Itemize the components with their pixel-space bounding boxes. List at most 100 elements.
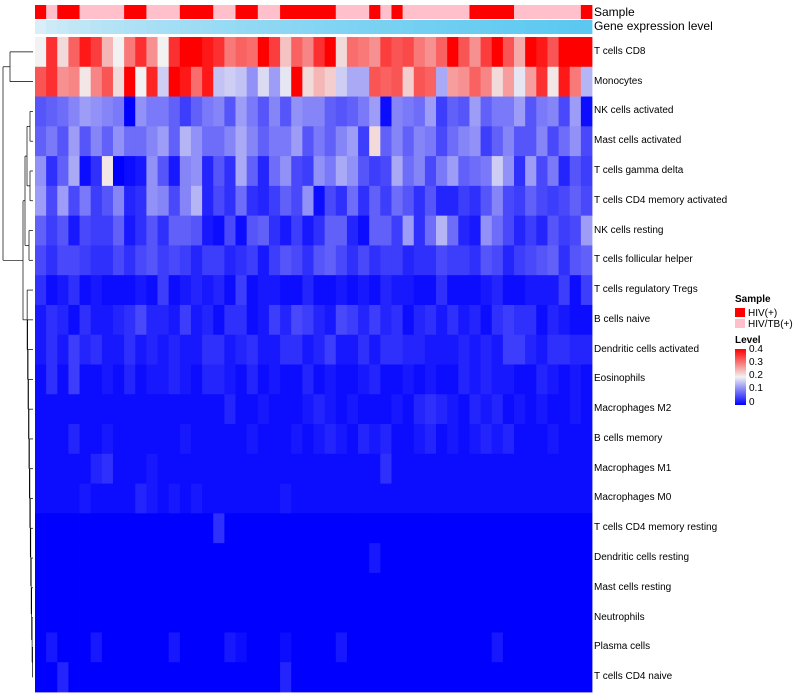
row-label: T cells CD4 memory resting xyxy=(594,522,718,534)
heatmap-cell xyxy=(569,215,582,246)
heatmap-cell xyxy=(213,483,225,514)
heatmap-cell xyxy=(291,215,303,246)
heatmap-cell xyxy=(79,96,92,127)
sample-annotation-cell xyxy=(268,5,281,19)
heatmap-cell xyxy=(402,394,415,425)
heatmap-cell xyxy=(280,245,292,276)
heatmap-cell xyxy=(358,364,370,395)
heatmap-cell xyxy=(302,543,314,574)
heatmap-cell xyxy=(246,394,259,425)
heatmap-cell xyxy=(302,245,314,276)
heatmap-cell xyxy=(246,96,259,127)
heatmap-cell xyxy=(246,156,259,187)
heatmap-cell xyxy=(146,334,158,365)
heatmap-cell xyxy=(280,215,292,246)
heatmap-cell xyxy=(447,96,459,127)
heatmap-cell xyxy=(213,602,225,633)
heatmap-cell xyxy=(46,215,58,246)
heatmap-cell xyxy=(514,424,526,455)
heatmap-cell xyxy=(124,632,136,663)
heatmap-cell xyxy=(480,453,493,484)
heatmap-cell xyxy=(302,572,314,604)
heatmap-cell xyxy=(246,126,259,157)
heatmap-cell xyxy=(502,364,515,395)
heatmap-cell xyxy=(190,453,203,484)
heatmap-cell xyxy=(413,245,426,276)
heatmap-cell xyxy=(413,453,426,484)
heatmap-cell xyxy=(536,156,548,187)
gene-expression-annotation-cell xyxy=(246,20,259,34)
heatmap-cell xyxy=(90,453,103,484)
sample-annotation-cell xyxy=(179,5,192,19)
heatmap-cell xyxy=(525,602,537,633)
heatmap-cell xyxy=(536,513,548,544)
heatmap-cell xyxy=(402,126,415,157)
heatmap-cell xyxy=(57,394,69,425)
heatmap-cell xyxy=(547,185,559,217)
heatmap-cell xyxy=(358,156,370,187)
heatmap-cell xyxy=(547,245,559,276)
heatmap-cell xyxy=(514,156,526,187)
heatmap-cell xyxy=(580,453,593,484)
heatmap-cell xyxy=(168,245,181,276)
heatmap-cell xyxy=(369,394,381,425)
heatmap-cell xyxy=(46,572,58,604)
heatmap-cell xyxy=(157,602,170,633)
heatmap-cell xyxy=(257,572,270,604)
heatmap-cell xyxy=(190,364,203,395)
heatmap-cell xyxy=(68,245,80,276)
heatmap-cell xyxy=(202,275,214,306)
heatmap-cell xyxy=(514,126,526,157)
heatmap-cell xyxy=(57,185,69,217)
heatmap-cell xyxy=(480,156,493,187)
heatmap-cell xyxy=(346,632,359,663)
heatmap-cell xyxy=(101,37,114,68)
heatmap-cell xyxy=(302,215,314,246)
heatmap-cell xyxy=(413,364,426,395)
heatmap-cell xyxy=(246,424,259,455)
heatmap-cell xyxy=(168,602,181,633)
heatmap-cell xyxy=(313,245,326,276)
heatmap-cell xyxy=(469,215,481,246)
heatmap-cell xyxy=(135,66,147,97)
heatmap-cell xyxy=(458,37,470,68)
heatmap-cell xyxy=(391,66,404,97)
heatmap-cell xyxy=(313,215,326,246)
heatmap-cell xyxy=(57,66,69,97)
heatmap-cell xyxy=(313,424,326,455)
heatmap-cell xyxy=(491,185,504,217)
heatmap-cell xyxy=(436,185,448,217)
heatmap-cell xyxy=(413,275,426,306)
heatmap-cell xyxy=(346,304,359,336)
heatmap-cell xyxy=(447,602,459,633)
heatmap-cell xyxy=(547,96,559,127)
heatmap-cell xyxy=(558,572,571,604)
heatmap-cell xyxy=(514,304,526,336)
heatmap-cell xyxy=(502,245,515,276)
heatmap-cell xyxy=(213,632,225,663)
heatmap-cell xyxy=(514,96,526,127)
heatmap-cell xyxy=(90,37,103,68)
heatmap-cell xyxy=(413,483,426,514)
heatmap-cell xyxy=(480,245,493,276)
heatmap-cell xyxy=(324,394,337,425)
heatmap-cell xyxy=(268,215,281,246)
legend-swatch-hiv-tb xyxy=(735,319,745,328)
gene-expression-annotation-cell xyxy=(424,20,437,34)
heatmap-cell xyxy=(525,364,537,395)
heatmap-cell xyxy=(514,483,526,514)
heatmap-cell xyxy=(68,602,80,633)
heatmap-cell xyxy=(168,662,181,693)
heatmap-cell xyxy=(514,394,526,425)
heatmap-cell xyxy=(124,662,136,693)
heatmap-cell xyxy=(391,156,404,187)
heatmap-cell xyxy=(335,602,348,633)
heatmap-cell xyxy=(525,185,537,217)
row-label: T cells CD4 memory activated xyxy=(594,194,728,206)
heatmap-cell xyxy=(447,126,459,157)
heatmap-cell xyxy=(146,632,158,663)
heatmap-cell xyxy=(580,572,593,604)
sample-annotation-cell xyxy=(168,5,181,19)
row-label: Macrophages M2 xyxy=(594,403,672,415)
heatmap-cell xyxy=(525,394,537,425)
